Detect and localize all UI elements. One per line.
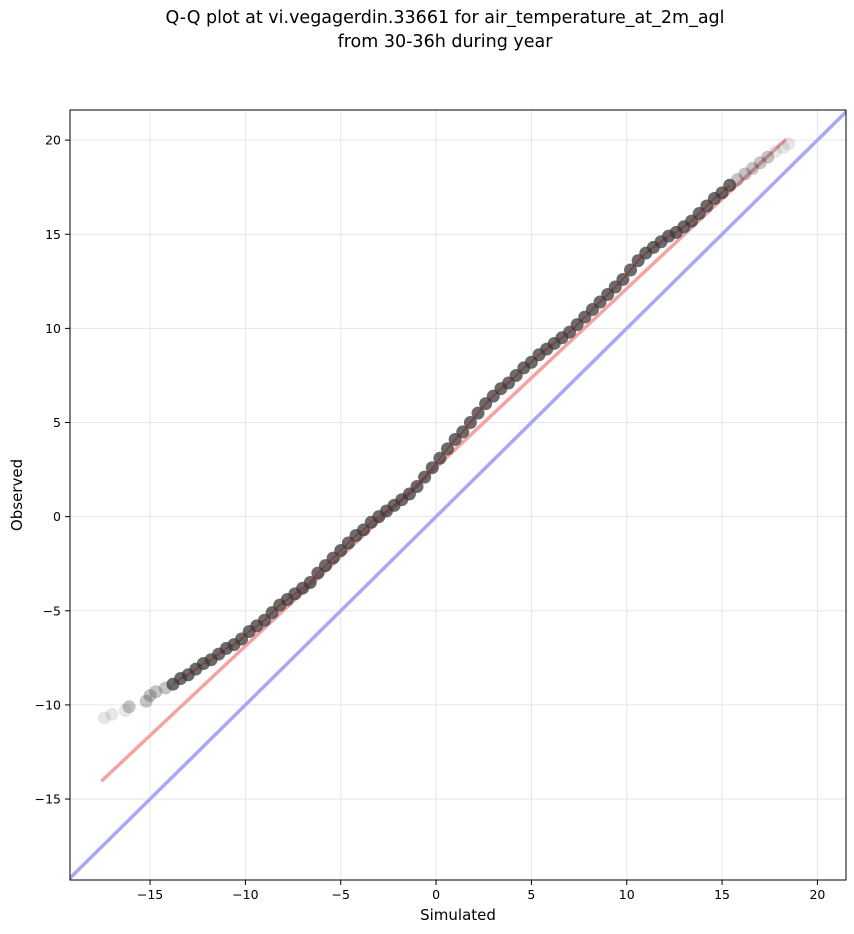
quantile-point	[753, 156, 767, 170]
quantile-point	[105, 707, 119, 721]
y-tick-label: −10	[35, 697, 61, 712]
chart-title-line-1: Q-Q plot at vi.vegagerdin.33661 for air_…	[165, 8, 725, 28]
y-tick-label: 5	[53, 415, 61, 430]
y-tick-label: 0	[53, 509, 61, 524]
quantile-point	[738, 167, 752, 181]
x-tick-label: 5	[527, 887, 535, 902]
quantile-point	[97, 711, 111, 725]
x-tick-label: 20	[809, 887, 825, 902]
y-axis-label: Observed	[8, 459, 26, 531]
y-tick-label: 20	[45, 133, 61, 148]
plot-frame	[69, 109, 847, 881]
y-tick-label: 15	[45, 227, 61, 242]
x-tick-label: 0	[432, 887, 440, 902]
chart-title-line-2: from 30-36h during year	[337, 32, 553, 52]
x-tick-label: 15	[714, 887, 730, 902]
quantile-point	[730, 173, 744, 187]
y-tick-label: 10	[45, 321, 61, 336]
quantile-point	[746, 161, 760, 175]
chart-title: Q-Q plot at vi.vegagerdin.33661 for air_…	[0, 6, 854, 54]
quantile-trace	[172, 184, 731, 685]
quantile-point	[782, 137, 796, 151]
y-tick-label: −15	[35, 792, 61, 807]
quantile-point	[776, 141, 790, 155]
quantile-point	[768, 144, 782, 158]
x-tick-label: −15	[137, 887, 163, 902]
plot-area	[70, 110, 846, 880]
quantile-point	[149, 685, 163, 699]
quantile-point	[139, 694, 153, 708]
axis-ticks: −15 −10 −5 0 5 10 15 20 −15 −10 −5 0 5 10 15 20	[35, 133, 826, 902]
grid	[70, 110, 846, 880]
y-tick-label: −5	[43, 603, 61, 618]
quantile-point	[118, 704, 132, 718]
x-tick-label: −10	[232, 887, 258, 902]
quantile-point	[143, 689, 157, 703]
x-axis-label: Simulated	[420, 906, 496, 924]
x-tick-label: −5	[332, 887, 350, 902]
identity-line	[70, 110, 846, 880]
quantile-point	[122, 700, 136, 714]
x-tick-label: 10	[619, 887, 635, 902]
quantile-point	[761, 150, 775, 164]
